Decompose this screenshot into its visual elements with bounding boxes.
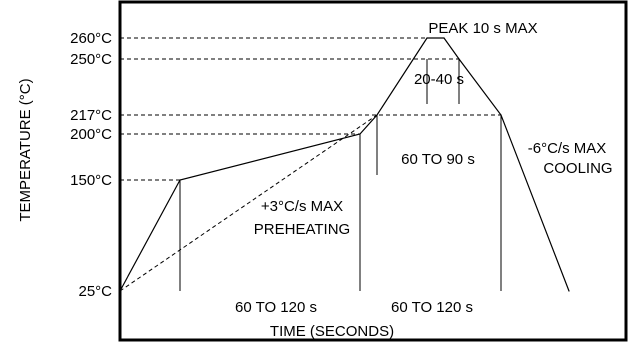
y-tick-label-150: 150°C (70, 172, 112, 189)
y-tick-label-250: 250°C (70, 51, 112, 68)
profile-point-6 (458, 58, 460, 60)
profile-point-2 (359, 133, 361, 135)
x-axis-label: TIME (SECONDS) (270, 323, 394, 340)
interval-label-1: 60 TO 120 s (235, 299, 317, 316)
interval-label-2: 60 TO 120 s (391, 299, 473, 316)
ramp-dashed-line (119, 114, 378, 292)
cooling-label: COOLING (543, 160, 612, 177)
peak-label: PEAK 10 s MAX (428, 20, 537, 37)
cooling-rate-label: -6°C/s MAX (528, 140, 607, 157)
profile-point-8 (568, 290, 570, 292)
y-tick-label-260: 260°C (70, 30, 112, 47)
time-above-250-label: 20-40 s (414, 71, 464, 88)
temperature-guide-lines (120, 37, 501, 181)
preheat-label: PREHEATING (254, 221, 350, 238)
interval-markers (179, 59, 502, 291)
y-tick-labels: 25°C 150°C 200°C 217°C 250°C 260°C (70, 30, 112, 300)
profile-curves (119, 37, 570, 292)
profile-point-1 (179, 179, 181, 181)
plot-frame (118, 0, 628, 342)
profile-point-4 (426, 37, 428, 39)
profile-point-7 (500, 114, 502, 116)
y-tick-label-25: 25°C (78, 283, 112, 300)
y-axis-label: TEMPERATURE (°C) (17, 78, 34, 221)
time-above-217-label: 60 TO 90 s (401, 151, 475, 168)
y-tick-label-217: 217°C (70, 107, 112, 124)
profile-point-5 (443, 37, 445, 39)
y-tick-label-200: 200°C (70, 126, 112, 143)
preheat-rate-label: +3°C/s MAX (261, 198, 343, 215)
